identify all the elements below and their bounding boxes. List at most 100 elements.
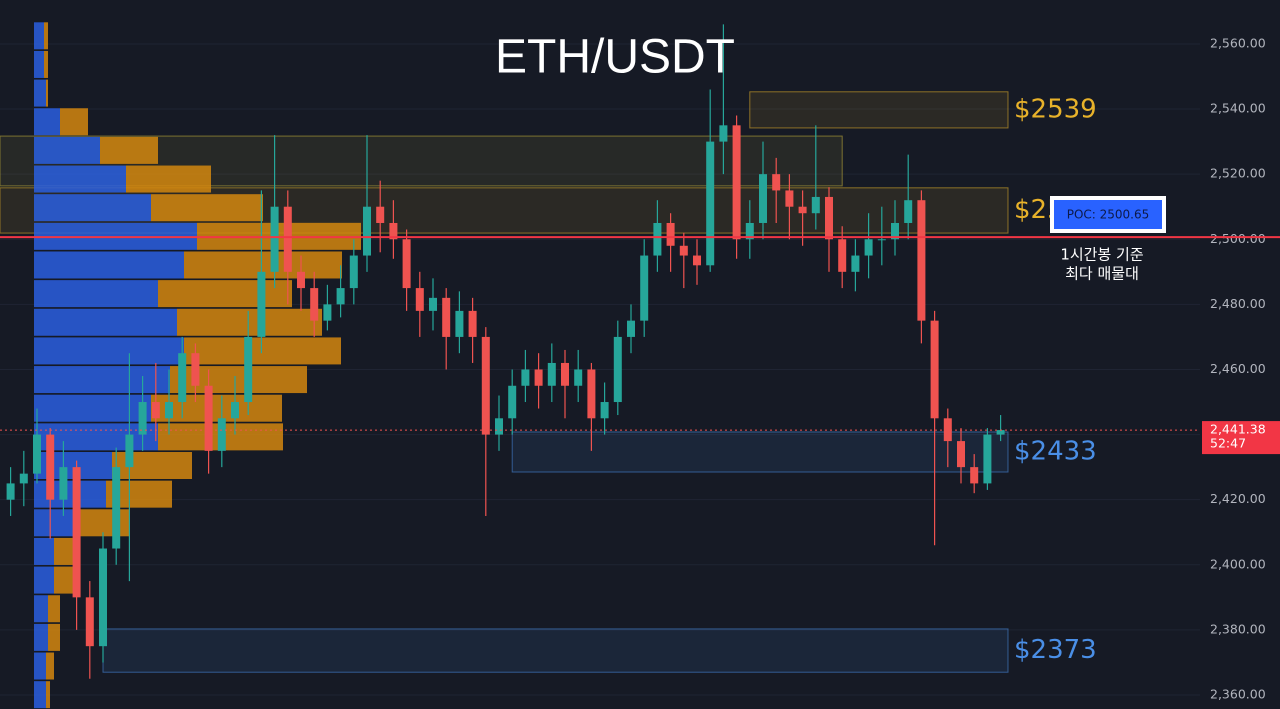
candle-body [930, 320, 939, 419]
candle-body [33, 434, 41, 474]
profile-up-bar [34, 50, 44, 78]
y-tick-label: 2,540.00 [1210, 101, 1266, 116]
y-tick-label: 2,460.00 [1210, 361, 1266, 376]
profile-down-bar [151, 194, 263, 222]
candle-body [389, 222, 398, 240]
candle-body [851, 255, 860, 272]
candle-body [891, 222, 899, 240]
candle-body [376, 206, 385, 223]
y-tick-label: 2,380.00 [1210, 621, 1266, 636]
candle-body [745, 222, 754, 240]
profile-up-bar [34, 537, 54, 565]
candle-body [429, 297, 437, 311]
y-tick-label: 2,500.00 [1210, 231, 1266, 246]
candle-body [521, 369, 530, 386]
y-tick-label: 2,480.00 [1210, 296, 1266, 311]
profile-up-bar [34, 566, 54, 594]
candle-body [970, 467, 979, 484]
y-tick-label: 2,360.00 [1210, 687, 1266, 702]
candle-body [323, 304, 332, 321]
y-tick-label: 2,400.00 [1210, 556, 1266, 571]
profile-up-bar [34, 423, 158, 451]
candle-body [877, 239, 886, 241]
profile-down-bar [44, 50, 48, 78]
profile-up-bar [34, 595, 48, 623]
candle-body [204, 385, 213, 451]
candle-body [943, 418, 952, 442]
candle-body [72, 467, 81, 598]
candle-body [165, 402, 173, 419]
candle-body [481, 336, 490, 435]
profile-up-bar [34, 509, 80, 537]
profile-down-bar [80, 509, 130, 537]
candle-body [244, 336, 253, 403]
candle-body [653, 222, 662, 256]
candle-body [19, 473, 28, 484]
countdown: 52:47 [1210, 436, 1246, 451]
candle-body [719, 125, 728, 142]
profile-down-bar [177, 308, 322, 336]
profile-down-bar [60, 108, 88, 136]
profile-up-bar [34, 280, 158, 308]
candle-body [310, 288, 319, 321]
candle-body [508, 385, 517, 419]
candle-body [297, 271, 305, 289]
candle-body [996, 430, 1005, 435]
candle-body [112, 467, 121, 549]
candle-body [798, 206, 807, 214]
candle-body [402, 239, 411, 289]
zone-label: $2373 [1014, 635, 1097, 665]
profile-up-bar [34, 136, 100, 164]
candle-body [957, 441, 965, 468]
candle-body [363, 206, 371, 256]
poc-box [1054, 200, 1162, 229]
candle-body [283, 206, 292, 272]
candle-body [231, 402, 239, 419]
profile-up-bar [34, 623, 48, 651]
profile-down-bar [54, 566, 74, 594]
candle-body [336, 288, 345, 305]
profile-down-bar [48, 595, 60, 623]
profile-down-bar [46, 79, 48, 107]
candle-body [600, 402, 609, 419]
candle-body [627, 320, 635, 337]
candle-body [455, 310, 464, 337]
candle-body [442, 297, 451, 337]
profile-down-bar [100, 136, 158, 164]
candle-body [99, 548, 107, 647]
zone [749, 91, 1009, 129]
profile-up-bar [34, 22, 44, 50]
profile-up-bar [34, 337, 184, 365]
y-tick-label: 2,420.00 [1210, 491, 1266, 506]
candle-body [257, 271, 266, 337]
profile-up-bar [34, 652, 46, 680]
candle-body [917, 200, 926, 321]
candle-body [613, 336, 622, 403]
profile-down-bar [184, 337, 341, 365]
candle-body [838, 239, 847, 272]
candle-body [178, 353, 187, 403]
profile-up-bar [34, 108, 60, 136]
candle-body [547, 362, 556, 386]
profile-up-bar [34, 251, 184, 279]
profile-up-bar [34, 480, 106, 508]
profile-up-bar [34, 79, 46, 107]
candle-body [983, 434, 992, 484]
candle-body [587, 369, 596, 419]
profile-up-bar [34, 165, 126, 193]
candle-body [415, 288, 424, 311]
profile-down-bar [46, 681, 50, 709]
chart-title: ETH/USDT [495, 31, 735, 84]
candle-body [6, 483, 15, 500]
last-price-tag [1202, 421, 1280, 455]
candle-body [217, 418, 226, 451]
zone [511, 431, 1009, 473]
profile-down-bar [170, 366, 307, 394]
profile-up-bar [34, 194, 151, 222]
candle-body [904, 200, 913, 223]
candle-body [772, 174, 781, 191]
candle-body [151, 402, 160, 419]
candle-body [864, 239, 873, 256]
